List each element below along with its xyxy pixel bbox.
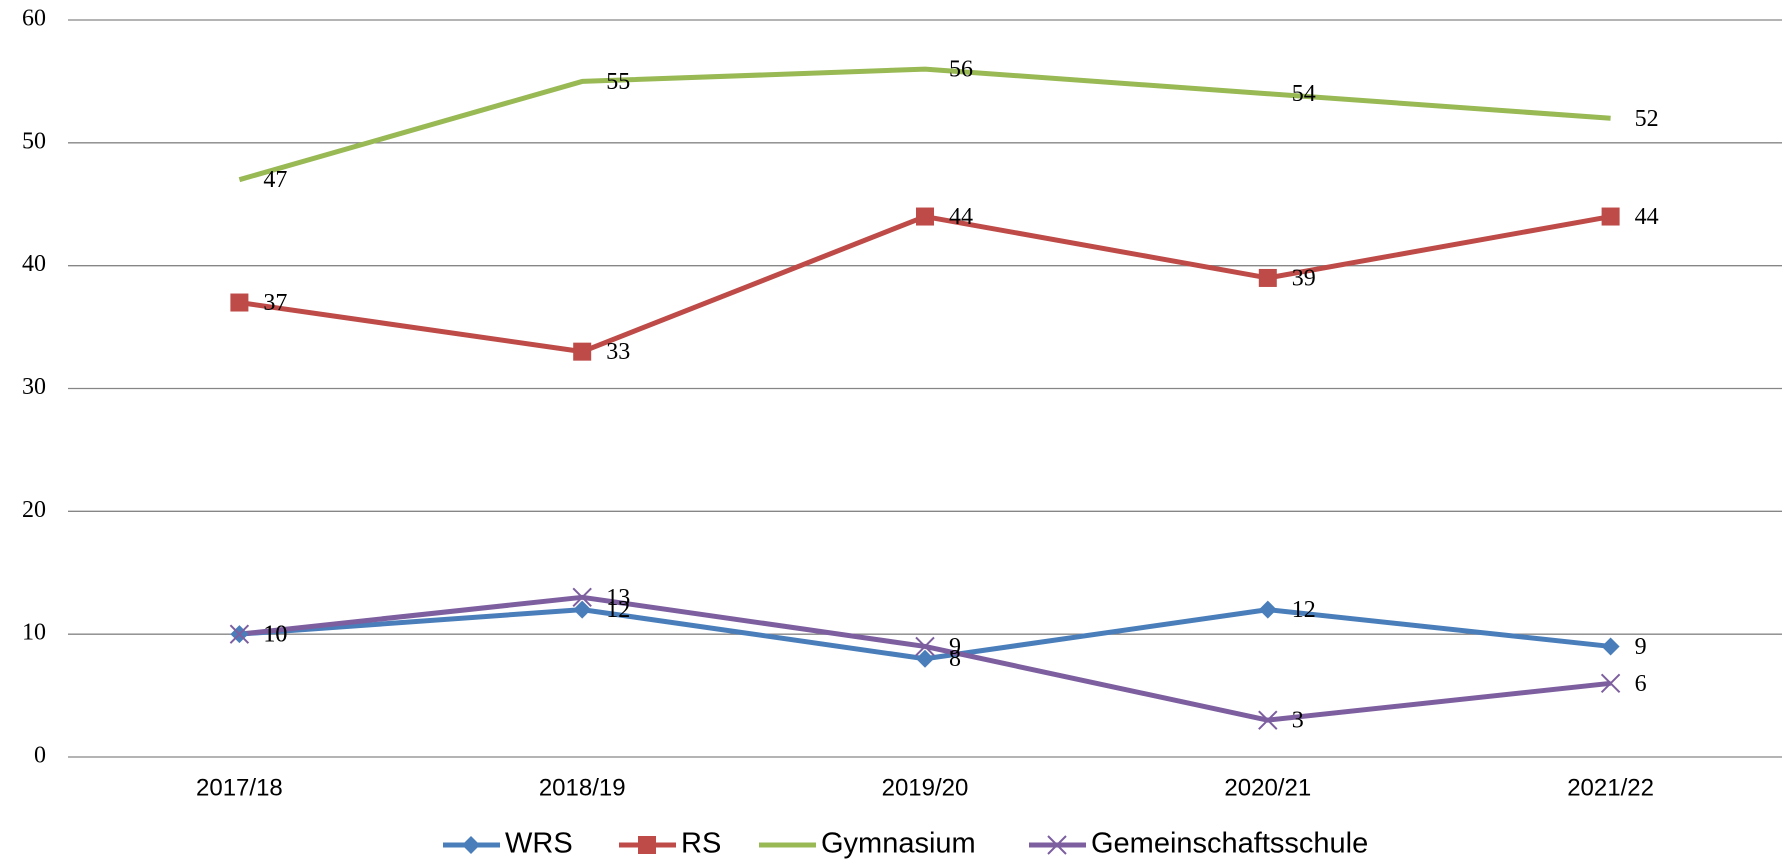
data-label: 8	[949, 646, 961, 672]
data-label: 9	[949, 634, 961, 660]
x-tick-label: 2017/18	[196, 774, 283, 801]
data-label: 55	[606, 69, 630, 95]
marker	[1258, 268, 1277, 287]
marker	[1047, 835, 1067, 855]
marker	[1258, 600, 1277, 619]
data-label: 9	[1635, 634, 1647, 660]
y-tick-label: 50	[22, 128, 46, 154]
data-label: 10	[263, 622, 287, 648]
data-label: 54	[1292, 81, 1316, 107]
marker	[1601, 207, 1620, 226]
data-label: 44	[949, 204, 973, 230]
marker	[1600, 673, 1621, 694]
y-tick-label: 30	[22, 374, 46, 400]
legend-item: WRS	[443, 828, 573, 860]
marker	[230, 293, 249, 312]
legend-item: RS	[619, 828, 721, 860]
marker	[1601, 637, 1620, 656]
legend-label: Gemeinschaftsschule	[1091, 828, 1368, 860]
marker	[462, 836, 480, 854]
data-label: 52	[1635, 106, 1659, 132]
series-line	[238, 66, 1611, 183]
data-label: 37	[263, 290, 287, 316]
y-tick-label: 10	[22, 620, 46, 646]
y-tick-label: 60	[22, 6, 46, 32]
data-label: 13	[606, 585, 630, 611]
marker	[916, 649, 934, 668]
legend-item: Gemeinschaftsschule	[1029, 828, 1368, 860]
y-tick-label: 40	[22, 251, 46, 277]
marker	[572, 587, 592, 608]
x-tick-label: 2019/20	[882, 774, 969, 801]
data-label: 56	[949, 57, 973, 83]
y-tick-label: 0	[34, 743, 46, 769]
data-label: 39	[1292, 265, 1316, 291]
data-label: 12	[606, 597, 630, 623]
y-tick-label: 20	[22, 497, 46, 523]
legend-item: Gymnasium	[759, 828, 976, 860]
marker	[638, 836, 656, 854]
data-label: 3	[1292, 708, 1304, 734]
legend-label: RS	[681, 828, 721, 860]
marker	[1258, 710, 1278, 730]
x-tick-label: 2020/21	[1224, 774, 1311, 801]
marker	[573, 342, 592, 361]
data-label: 6	[1635, 671, 1647, 697]
data-label: 33	[606, 339, 630, 365]
marker	[229, 624, 250, 644]
x-tick-label: 2018/19	[539, 774, 626, 801]
legend-label: WRS	[505, 828, 573, 860]
marker	[915, 636, 935, 657]
legend-label: Gymnasium	[821, 828, 976, 860]
marker	[573, 600, 592, 619]
series-line	[239, 214, 1612, 355]
marker	[916, 207, 934, 226]
data-label: 44	[1635, 204, 1659, 230]
data-label: 10	[263, 622, 287, 648]
x-tick-label: 2021/22	[1567, 774, 1654, 801]
data-label: 47	[263, 167, 287, 193]
data-label: 12	[1292, 597, 1316, 623]
